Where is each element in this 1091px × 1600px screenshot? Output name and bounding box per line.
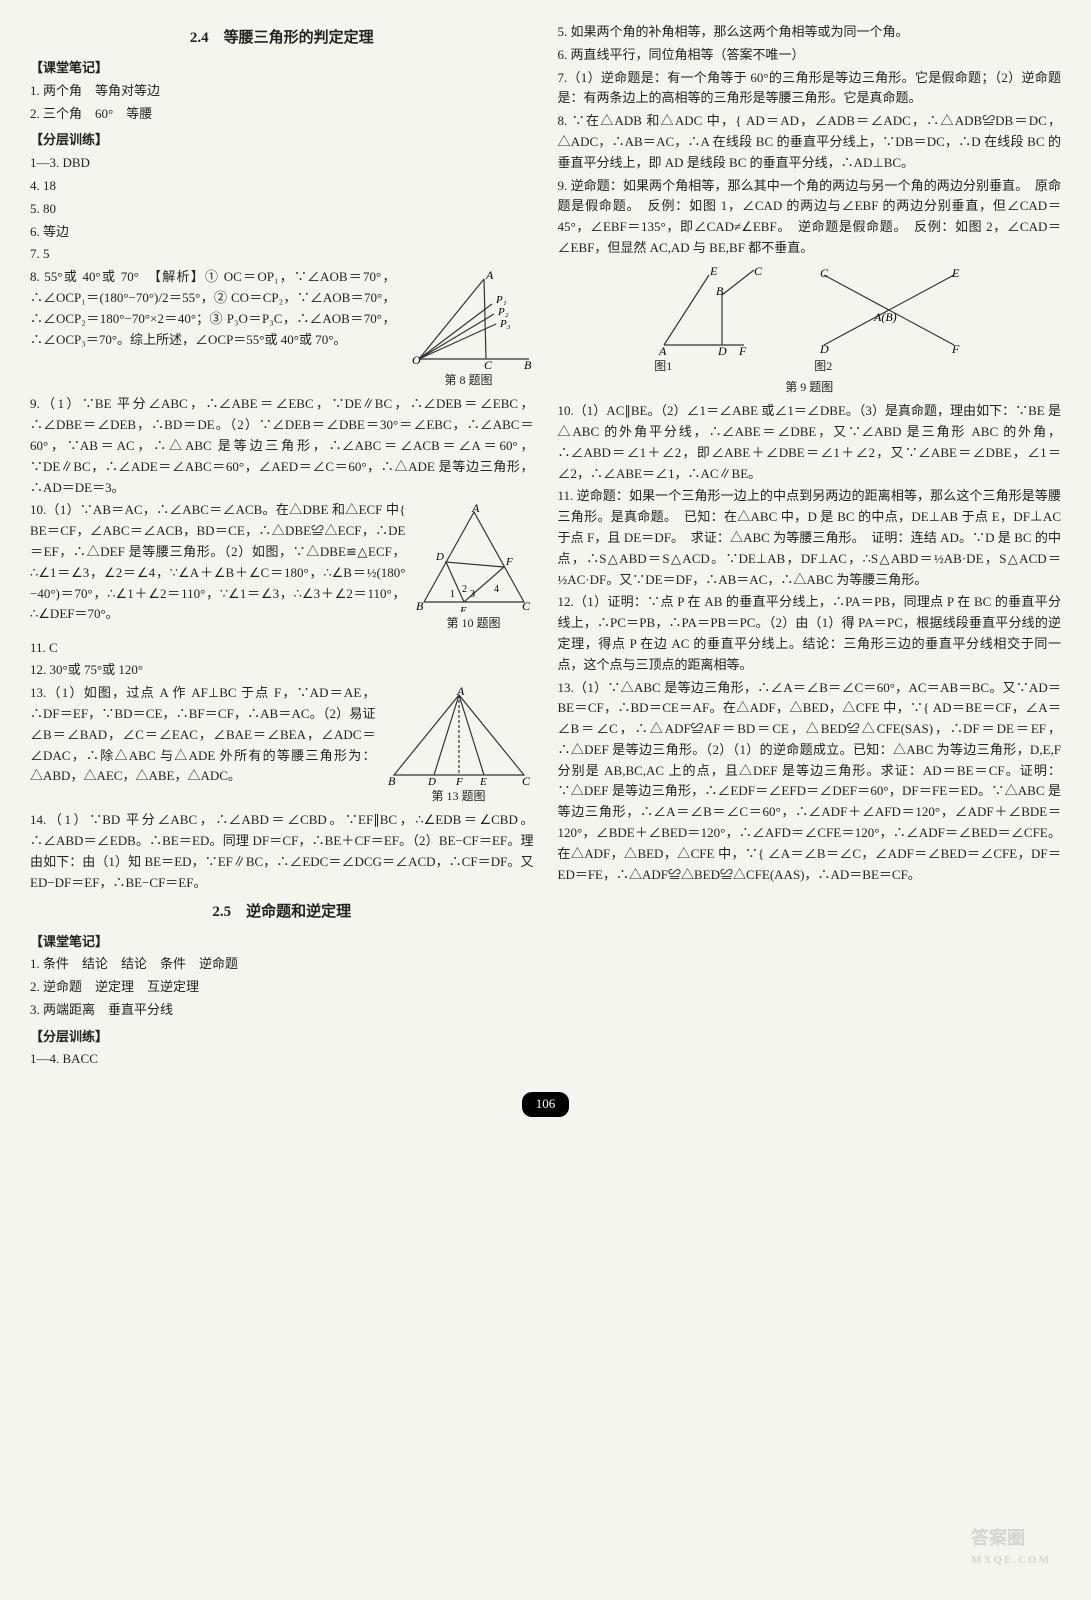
svg-text:D: D [717,344,727,355]
note-item: 3. 两端距离 垂直平分线 [30,1000,534,1021]
svg-text:A: A [471,502,480,515]
watermark-sub: MXQE.COM [971,1552,1051,1570]
svg-text:F: F [505,556,513,568]
svg-text:E: E [951,266,960,280]
answer-item: 14.（1）∵BD 平分∠ABC，∴∠ABD＝∠CBD。∵EF∥BC，∴∠EDB… [30,810,534,893]
answer-item: 5. 如果两个角的补角相等，那么这两个角相等或为同一个角。 [558,22,1062,43]
figure-9-2-wrap: C D E F A(B) 图2 [814,265,964,376]
answer-item: 7.（1）逆命题是：有一个角等于 60°的三角形是等边三角形。它是假命题；（2）… [558,68,1062,110]
answer-item: 9.（1）∵BE 平分∠ABC，∴∠ABE＝∠EBC，∵DE∥BC，∴∠DEB＝… [30,394,534,498]
figure-10-svg: A B C D E F 1 2 3 4 [414,502,534,612]
page-container: 2.4 等腰三角形的判定定理 【课堂笔记】 1. 两个角 等角对等边 2. 三个… [30,20,1061,1072]
answer-item: 4. 18 [30,176,534,197]
answer-item: 8. ∵在△ADB 和△ADC 中，{ AD＝AD，∠ADB＝∠ADC，∴△AD… [558,111,1062,173]
svg-text:B: B [416,599,424,612]
note-item: 2. 三个角 60° 等腰 [30,104,534,125]
watermark: 答案圈 MXQE.COM [971,1524,1051,1570]
figure-9-1-wrap: A F D B E C 图1 [654,265,794,376]
page-footer: 106 [30,1092,1061,1117]
answer-item: 12. 30°或 75°或 120° [30,660,534,681]
svg-text:1: 1 [450,589,455,600]
svg-text:E: E [479,776,487,785]
section-2-4-title: 2.4 等腰三角形的判定定理 [30,26,534,50]
svg-text:F: F [738,344,747,355]
figure-13-svg: A B C D F E [384,685,534,785]
figure-9-1-sub: 图1 [654,357,794,376]
layered-training-header: 【分层训练】 [30,130,534,151]
answer-item: 6. 等边 [30,222,534,243]
figure-9-2-svg: C D E F A(B) [814,265,964,355]
figure-10-caption: 第 10 题图 [414,614,534,633]
svg-text:D: D [435,551,444,563]
svg-text:P₁: P₁ [495,294,507,306]
svg-text:E: E [709,265,718,278]
svg-text:C: C [754,265,763,278]
note-item: 1. 两个角 等角对等边 [30,81,534,102]
answer-item: 9. 逆命题：如果两个角相等，那么其中一个角的两边与另一个角的两边分别垂直。 原… [558,176,1062,259]
answer-item: 10.（1）AC∥BE。（2）∠1＝∠ABE 或∠1＝∠DBE。（3）是真命题，… [558,401,1062,484]
svg-text:B: B [388,774,396,785]
figure-9-2-sub: 图2 [814,357,964,376]
figure-13-wrap: A B C D F E 第 13 题图 [384,685,534,806]
answer-item: 5. 80 [30,199,534,220]
svg-text:A: A [485,269,494,282]
figure-9-caption: 第 9 题图 [558,378,1062,397]
svg-text:D: D [819,342,829,355]
answer-item: 11. 逆命题：如果一个三角形一边上的中点到另两边的距离相等，那么这个三角形是等… [558,486,1062,590]
svg-text:O: O [412,353,421,367]
svg-text:4: 4 [494,584,499,595]
svg-text:A: A [456,685,465,698]
svg-text:A: A [658,344,667,355]
figure-10-wrap: A B C D E F 1 2 3 4 第 10 题图 [414,502,534,633]
page-number-badge: 106 [522,1092,570,1117]
figure-9-1-svg: A F D B E C [654,265,794,355]
answer-item: 6. 两直线平行，同位角相等（答案不唯一） [558,45,1062,66]
answer-item: 1—4. BACC [30,1049,534,1070]
answer-item: 13.（1）∵△ABC 是等边三角形，∴∠A＝∠B＝∠C＝60°，AC＝AB＝B… [558,678,1062,886]
right-column: 5. 如果两个角的补角相等，那么这两个角相等或为同一个角。 6. 两直线平行，同… [558,20,1062,1072]
item-13-block: A B C D F E 第 13 题图 13.（1）如图，过点 A 作 AF⊥B… [30,683,534,808]
note-item: 1. 条件 结论 结论 条件 逆命题 [30,954,534,975]
figure-13-caption: 第 13 题图 [384,787,534,806]
svg-text:F: F [455,776,463,785]
answer-item: 12.（1）证明：∵点 P 在 AB 的垂直平分线上，∴PA＝PB，同理点 P … [558,592,1062,675]
svg-text:P₃: P₃ [499,318,511,330]
svg-text:F: F [951,342,960,355]
svg-text:B: B [716,284,724,298]
note-item: 2. 逆命题 逆定理 互逆定理 [30,977,534,998]
svg-text:C: C [820,266,829,280]
class-notes-header-2: 【课堂笔记】 [30,932,534,953]
svg-text:A(B): A(B) [873,310,897,324]
svg-text:D: D [427,776,436,785]
svg-text:3: 3 [470,589,475,600]
svg-text:P₂: P₂ [497,306,509,318]
answer-item: 11. C [30,638,534,659]
svg-text:C: C [484,358,493,369]
figure-9-pair: A F D B E C 图1 C D E F [558,265,1062,376]
section-2-5-title: 2.5 逆命题和逆定理 [30,900,534,924]
class-notes-header: 【课堂笔记】 [30,58,534,79]
item-8-block: O A B C P₁ P₂ P₃ 第 8 题图 8. 55°或 40°或 70°… [30,267,534,392]
layered-training-header-2: 【分层训练】 [30,1027,534,1048]
svg-text:B: B [524,358,532,369]
left-column: 2.4 等腰三角形的判定定理 【课堂笔记】 1. 两个角 等角对等边 2. 三个… [30,20,534,1072]
svg-text:C: C [522,599,531,612]
svg-text:E: E [459,605,467,612]
answer-item: 7. 5 [30,244,534,265]
figure-8-svg: O A B C P₁ P₂ P₃ [404,269,534,369]
svg-text:C: C [522,774,531,785]
figure-8-wrap: O A B C P₁ P₂ P₃ 第 8 题图 [404,269,534,390]
svg-text:2: 2 [462,584,467,595]
item-10-block: A B C D E F 1 2 3 4 第 10 题图 10.（1）∵AB＝AC… [30,500,534,635]
watermark-main: 答案圈 [971,1528,1025,1548]
answer-item: 1—3. DBD [30,153,534,174]
figure-8-caption: 第 8 题图 [404,371,534,390]
